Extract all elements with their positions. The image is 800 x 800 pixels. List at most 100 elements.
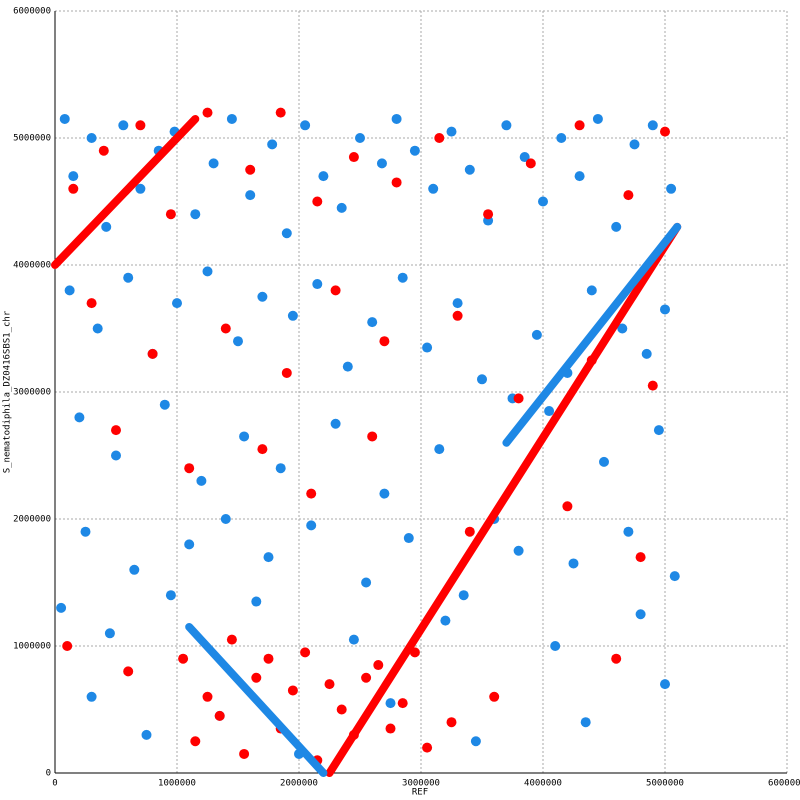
point: [666, 183, 677, 194]
point: [257, 444, 268, 455]
point: [397, 272, 408, 283]
point: [263, 552, 274, 563]
point: [379, 336, 390, 347]
point: [111, 425, 121, 436]
point: [202, 266, 213, 277]
point: [196, 475, 207, 486]
point: [599, 456, 609, 467]
y-tick-label: 6000000: [13, 7, 51, 17]
point: [452, 298, 463, 309]
point: [300, 647, 311, 658]
point: [385, 698, 396, 709]
point: [647, 120, 658, 131]
point: [574, 171, 585, 182]
point: [391, 113, 402, 124]
point: [184, 463, 195, 474]
point: [623, 526, 634, 537]
point: [385, 723, 396, 734]
point: [379, 488, 390, 499]
point: [336, 202, 347, 213]
point: [214, 710, 225, 721]
point: [641, 348, 652, 359]
point: [519, 152, 530, 163]
point: [660, 679, 670, 690]
point: [98, 145, 109, 156]
point: [135, 183, 146, 194]
point: [422, 742, 433, 753]
point: [233, 336, 243, 347]
point: [165, 590, 176, 601]
point: [434, 444, 445, 455]
point: [336, 704, 347, 715]
point: [287, 310, 298, 321]
x-tick-label: 0: [52, 779, 57, 789]
point: [403, 533, 414, 544]
point: [287, 685, 298, 696]
point: [586, 285, 597, 296]
point: [104, 628, 115, 639]
x-tick-label: 2000000: [280, 779, 318, 789]
x-tick-label: 6000000: [768, 779, 800, 789]
point: [306, 488, 317, 499]
point: [580, 717, 591, 728]
point: [86, 691, 97, 702]
point: [513, 545, 524, 556]
point: [611, 653, 622, 664]
point: [62, 641, 73, 651]
point: [464, 526, 475, 537]
point: [281, 367, 292, 378]
point: [220, 323, 231, 334]
point: [428, 183, 439, 194]
point: [318, 171, 329, 182]
point: [159, 399, 170, 410]
point: [123, 272, 134, 283]
point: [489, 691, 500, 702]
point: [501, 120, 512, 131]
point: [226, 634, 237, 645]
point: [267, 139, 278, 150]
point: [312, 196, 323, 207]
y-axis-label: S_nematodiphila_DZ0416SBS1_chr: [3, 310, 13, 473]
point: [525, 158, 536, 169]
point: [647, 380, 658, 391]
point: [59, 113, 70, 124]
point: [190, 736, 201, 747]
point: [251, 672, 262, 683]
point: [367, 431, 378, 442]
point: [80, 526, 91, 537]
point: [391, 177, 402, 188]
point: [653, 425, 664, 436]
y-tick-label: 0: [46, 769, 51, 779]
point: [300, 120, 311, 131]
y-tick-label: 1000000: [13, 642, 51, 652]
point: [568, 558, 579, 569]
point: [330, 418, 341, 429]
point: [324, 679, 335, 690]
point: [464, 164, 475, 175]
point: [257, 291, 268, 302]
point: [68, 171, 79, 182]
point: [470, 736, 481, 747]
point: [263, 653, 274, 664]
x-tick-label: 4000000: [524, 779, 562, 789]
alignment-segment: [502, 222, 682, 447]
point: [141, 729, 152, 740]
point: [531, 329, 542, 340]
point: [135, 120, 146, 131]
point: [129, 564, 140, 575]
point: [202, 107, 213, 118]
point: [172, 298, 182, 309]
point: [92, 323, 103, 334]
point: [592, 113, 603, 124]
point: [245, 164, 256, 175]
point: [477, 374, 487, 385]
point: [483, 209, 494, 220]
point: [208, 158, 219, 169]
y-tick-label: 4000000: [13, 261, 51, 271]
point: [361, 577, 372, 588]
point: [361, 672, 372, 683]
point: [202, 691, 213, 702]
point: [348, 634, 359, 645]
point: [101, 221, 112, 232]
